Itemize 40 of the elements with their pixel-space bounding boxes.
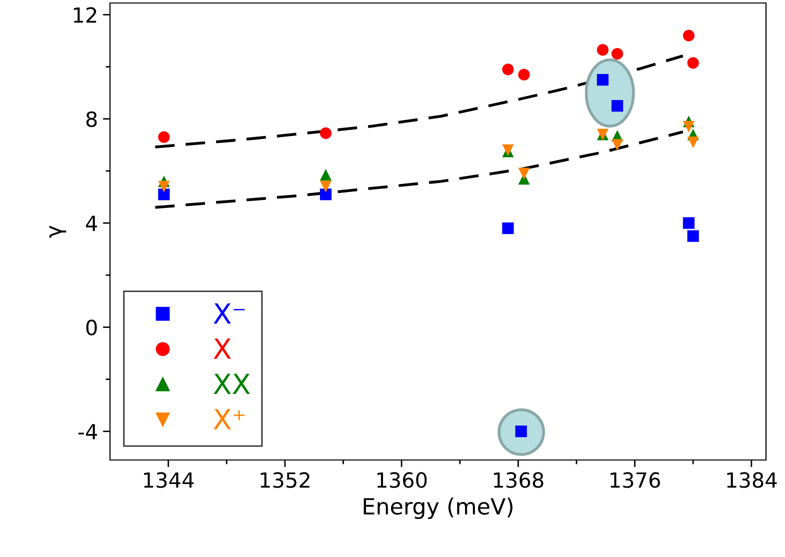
x-tick-label: 1352 xyxy=(260,472,310,488)
point xyxy=(158,188,170,200)
point xyxy=(682,120,695,132)
point xyxy=(502,64,514,76)
point xyxy=(158,180,170,192)
x-tick-label: 1376 xyxy=(610,472,660,488)
point xyxy=(320,169,332,181)
y-tick-label: 4 xyxy=(86,216,98,231)
y-tick-label: 12 xyxy=(74,7,96,23)
legend-label: X xyxy=(214,338,231,359)
point xyxy=(611,48,624,60)
point xyxy=(687,230,699,242)
point xyxy=(158,131,170,143)
point xyxy=(687,136,699,148)
x-tick-label: 1384 xyxy=(727,472,777,488)
point xyxy=(518,68,530,80)
x-tick-label: 1368 xyxy=(494,472,544,488)
legend-label: X⁻ xyxy=(214,303,245,324)
point xyxy=(518,168,530,180)
point xyxy=(320,127,332,140)
point xyxy=(611,139,624,151)
point xyxy=(682,30,695,42)
point xyxy=(687,57,699,69)
x-tick-label: 1360 xyxy=(377,472,427,488)
legend-label: X⁺ xyxy=(214,408,245,430)
point xyxy=(596,74,609,86)
y-axis-title: γ xyxy=(49,226,66,238)
legend-label: XX xyxy=(214,374,250,394)
x-tick-label: 1344 xyxy=(144,472,194,488)
point xyxy=(320,188,332,200)
point xyxy=(502,222,514,234)
point xyxy=(596,44,609,56)
line-series xyxy=(154,54,684,148)
point xyxy=(682,217,695,229)
point xyxy=(320,180,332,192)
y-tick-label: -4 xyxy=(78,424,98,440)
y-tick-label: 8 xyxy=(86,111,97,128)
x-axis-title: Energy (meV) xyxy=(364,498,512,520)
y-tick-label: 0 xyxy=(86,320,97,336)
point xyxy=(611,100,624,112)
